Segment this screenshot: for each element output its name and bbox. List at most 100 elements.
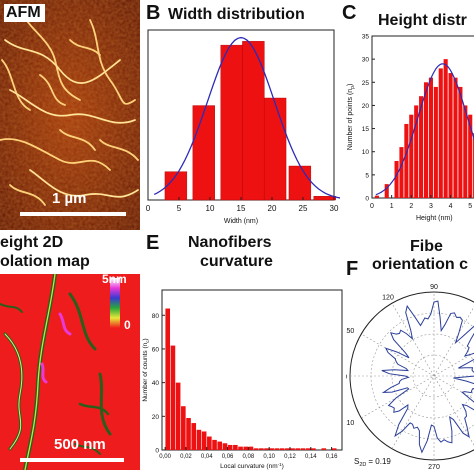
bar-2 xyxy=(220,44,243,201)
bar-11 xyxy=(438,68,443,199)
bar-14 xyxy=(238,446,243,450)
orientation-title-line1: Fibe xyxy=(410,238,443,255)
polar-angle-label-150: 150 xyxy=(346,328,354,335)
x-tick-label-4: 4 xyxy=(449,203,453,210)
x-axis-label: Local curvature (nm-1) xyxy=(220,462,284,470)
y-tick-label-5: 5 xyxy=(365,172,369,179)
x-tick-label-0: 0,00 xyxy=(159,454,171,460)
width-histogram: 5 10 15 20 25 30 0 Width (nm) xyxy=(146,29,340,225)
map-title-line2: olation map xyxy=(0,253,90,270)
bar-16 xyxy=(463,105,468,198)
bar-2 xyxy=(394,160,399,198)
bar-3 xyxy=(181,406,186,450)
colorbar-top-label: 5nm xyxy=(102,274,127,286)
orientation-title-line2: orientation c xyxy=(372,256,469,273)
bar-15 xyxy=(458,86,463,198)
y-axis-label: Number of points (np) xyxy=(347,84,356,151)
x-axis-label: Width (nm) xyxy=(224,218,258,225)
bar-0 xyxy=(164,171,188,201)
bar-1 xyxy=(192,105,215,201)
bar-32 xyxy=(331,448,337,450)
orientation-polar: 90 120 150 180 210 270 S2D= 0.19 xyxy=(346,284,474,471)
map-scalebar xyxy=(20,458,124,462)
afm-scalebar xyxy=(20,212,126,216)
bar-10 xyxy=(433,86,438,198)
x-tick-label-6: 0,12 xyxy=(284,454,296,460)
bar-4 xyxy=(404,123,409,198)
height-map-panel: 5nm 0 500 nm xyxy=(0,274,140,470)
height-histogram: 0 5 10 15 20 25 30 35 0 1 2 3 4 5 Height (nm) Number of… xyxy=(347,34,474,222)
bar-26 xyxy=(300,448,306,450)
x-tick-label-10: 10 xyxy=(206,204,215,213)
polar-angle-label-90: 90 xyxy=(430,284,438,291)
bar-7 xyxy=(201,431,207,450)
bar-1 xyxy=(170,345,176,450)
colorbar xyxy=(110,278,120,328)
afm-panel: AFM 1 µm xyxy=(0,0,140,230)
gaussian-fit-line xyxy=(375,63,474,196)
bar-5 xyxy=(409,114,414,198)
x-axis-label-end: ) xyxy=(282,463,284,470)
x-tick-label-3: 3 xyxy=(429,203,433,210)
y-tick-label-80: 80 xyxy=(152,313,160,320)
x-tick-label-5: 0,10 xyxy=(263,454,275,460)
bar-16 xyxy=(248,446,254,450)
curvature-histogram: 0 20 40 60 80 0,00 0,02 0,04 0,06 0,08 0,10 0,12 0,1… xyxy=(142,289,343,470)
bar-20 xyxy=(269,448,275,450)
x-tick-label-0: 0 xyxy=(146,204,151,213)
x-axis-label: Height (nm) xyxy=(416,215,453,222)
y-tick-label-60: 60 xyxy=(152,346,160,353)
x-tick-label-20: 20 xyxy=(268,204,277,213)
height-title: Height distr xyxy=(378,12,467,29)
s2d-sub: 2D xyxy=(359,462,366,468)
s2d-value: = 0.19 xyxy=(368,457,391,466)
panel-e-letter: E xyxy=(146,232,160,254)
bar-9 xyxy=(212,439,217,450)
map-fibers xyxy=(0,274,112,470)
bar-15 xyxy=(243,446,249,450)
bar-11 xyxy=(222,443,228,450)
bar-4 xyxy=(263,97,287,201)
y-axis-label-sub: p xyxy=(350,86,356,89)
bar-8 xyxy=(423,82,429,198)
bar-7 xyxy=(419,96,424,198)
curvature-title-line1: Nanofibers xyxy=(188,234,272,251)
colorbar-bottom-label: 0 xyxy=(124,318,131,332)
map-title-line1: eight 2D xyxy=(0,234,64,251)
bar-12 xyxy=(227,444,233,450)
y-axis-label-end: ) xyxy=(142,338,149,340)
bar-22 xyxy=(279,448,285,450)
x-tick-label-0: 0 xyxy=(370,203,374,210)
bar-5 xyxy=(288,165,312,201)
x-tick-label-5: 5 xyxy=(468,203,472,210)
width-title: Width distribution xyxy=(168,6,305,23)
afm-scalebar-label: 1 µm xyxy=(52,190,87,207)
bar-28 xyxy=(311,448,316,450)
bar-12 xyxy=(443,59,448,199)
bar-18 xyxy=(259,448,264,450)
polar-angle-label-270: 270 xyxy=(428,464,440,471)
bar-5 xyxy=(191,423,197,450)
y-tick-label-35: 35 xyxy=(362,34,370,41)
bar-14 xyxy=(453,77,458,198)
polar-angle-label-120: 120 xyxy=(382,294,394,301)
x-tick-label-2: 2 xyxy=(409,203,413,210)
bar-1 xyxy=(384,184,389,198)
x-axis-label-sup: -1 xyxy=(278,462,282,467)
panel-b-letter: B xyxy=(146,2,161,24)
bar-21 xyxy=(274,448,280,450)
y-tick-label-40: 40 xyxy=(152,380,160,387)
bar-6 xyxy=(313,196,336,201)
s2d-label: S2D = 0.19 xyxy=(354,457,391,468)
bar-4 xyxy=(186,418,191,450)
panel-f-letter: F xyxy=(346,258,359,280)
x-tick-label-25: 25 xyxy=(299,204,308,213)
y-axis-label-end: ) xyxy=(347,84,354,86)
panel-c-letter: C xyxy=(342,2,357,24)
bar-6 xyxy=(414,105,419,198)
x-tick-label-30: 30 xyxy=(330,204,339,213)
map-scalebar-label: 500 nm xyxy=(54,436,106,453)
polar-angle-label-180: 180 xyxy=(346,374,347,381)
bar-8 xyxy=(207,436,212,450)
bar-25 xyxy=(295,448,301,450)
